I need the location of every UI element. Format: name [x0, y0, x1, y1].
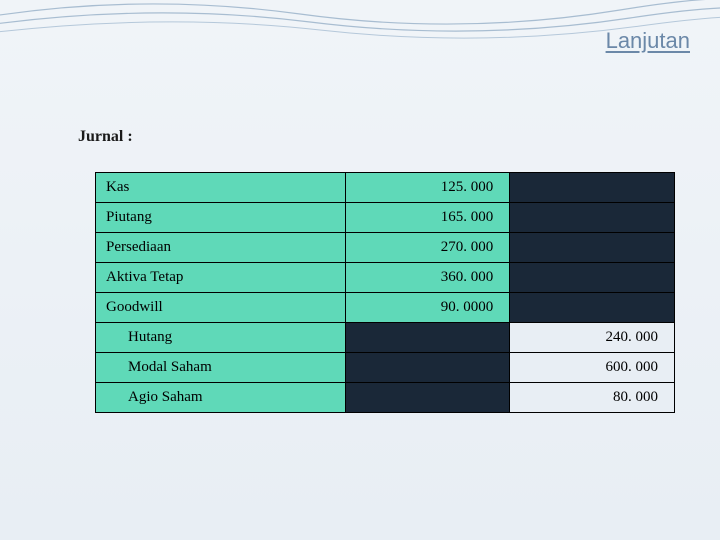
- account-cell: Aktiva Tetap: [96, 263, 346, 293]
- journal-table: Kas 125. 000 Piutang 165. 000 Persediaan…: [95, 172, 675, 413]
- table-row: Piutang 165. 000: [96, 203, 675, 233]
- debit-cell: 270. 000: [345, 233, 510, 263]
- table-row: Hutang 240. 000: [96, 323, 675, 353]
- debit-cell: 165. 000: [345, 203, 510, 233]
- account-cell: Agio Saham: [96, 383, 346, 413]
- table-row: Persediaan 270. 000: [96, 233, 675, 263]
- debit-cell: [345, 353, 510, 383]
- account-cell: Hutang: [96, 323, 346, 353]
- table-row: Agio Saham 80. 000: [96, 383, 675, 413]
- table-row: Kas 125. 000: [96, 173, 675, 203]
- table-row: Goodwill 90. 0000: [96, 293, 675, 323]
- debit-cell: 360. 000: [345, 263, 510, 293]
- credit-cell: [510, 263, 675, 293]
- debit-cell: [345, 323, 510, 353]
- debit-cell: [345, 383, 510, 413]
- credit-cell: 240. 000: [510, 323, 675, 353]
- table-row: Modal Saham 600. 000: [96, 353, 675, 383]
- account-cell: Modal Saham: [96, 353, 346, 383]
- debit-cell: 125. 000: [345, 173, 510, 203]
- account-cell: Piutang: [96, 203, 346, 233]
- account-cell: Goodwill: [96, 293, 346, 323]
- credit-cell: [510, 233, 675, 263]
- credit-cell: 80. 000: [510, 383, 675, 413]
- credit-cell: [510, 173, 675, 203]
- section-label: Jurnal :: [78, 128, 133, 146]
- debit-cell: 90. 0000: [345, 293, 510, 323]
- account-cell: Persediaan: [96, 233, 346, 263]
- table-row: Aktiva Tetap 360. 000: [96, 263, 675, 293]
- header-title: Lanjutan: [606, 28, 690, 54]
- account-cell: Kas: [96, 173, 346, 203]
- credit-cell: 600. 000: [510, 353, 675, 383]
- credit-cell: [510, 293, 675, 323]
- credit-cell: [510, 203, 675, 233]
